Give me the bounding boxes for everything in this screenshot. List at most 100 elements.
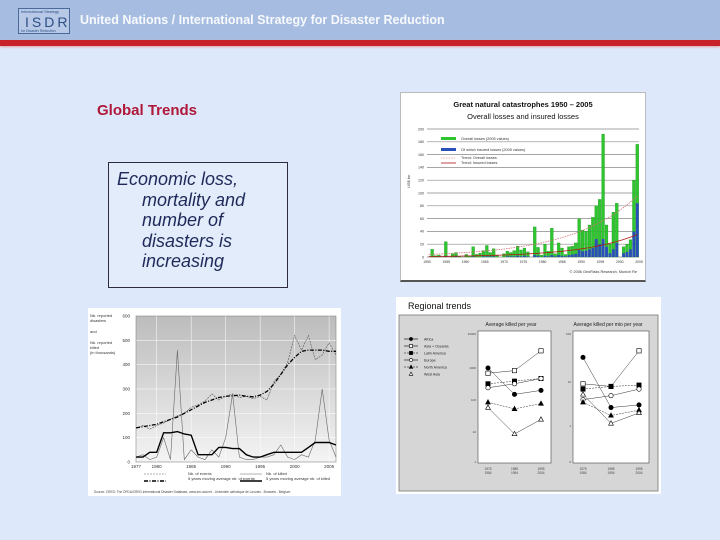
gridlines	[136, 316, 336, 462]
svg-text:80: 80	[420, 204, 424, 208]
svg-text:600: 600	[122, 314, 130, 319]
svg-text:1995: 1995	[597, 260, 605, 264]
svg-text:1995: 1995	[635, 467, 642, 471]
svg-text:120: 120	[418, 179, 424, 183]
callout-box: Economic loss, mortality and number of d…	[108, 162, 288, 288]
legend: Nb. of events 5 years moving average nb.…	[144, 471, 330, 482]
svg-text:140: 140	[418, 166, 424, 170]
callout-line: disasters is	[142, 230, 233, 251]
svg-text:Asia + Oceania: Asia + Oceania	[424, 344, 448, 348]
svg-text:1985: 1985	[186, 464, 197, 469]
chart-subtitle: Overall losses and insured losses	[467, 112, 579, 121]
accent-divider	[0, 40, 720, 46]
svg-text:10000: 10000	[468, 332, 477, 336]
disasters-killed-chart-svg: Nb. reported disasters and Nb. reported …	[90, 313, 337, 494]
svg-text:2000: 2000	[616, 260, 624, 264]
svg-text:200: 200	[122, 411, 130, 416]
callout-line: number of	[142, 210, 224, 230]
svg-text:200: 200	[418, 127, 424, 131]
panel-title: Average killed per year	[485, 322, 536, 328]
svg-text:1975: 1975	[579, 467, 586, 471]
svg-text:60: 60	[420, 217, 424, 221]
svg-text:1000: 1000	[469, 366, 476, 370]
callout-line: Economic loss,	[117, 169, 239, 189]
svg-text:1960: 1960	[462, 260, 470, 264]
disasters-killed-chart: Nb. reported disasters and Nb. reported …	[88, 308, 341, 496]
panel-2-series	[580, 348, 642, 426]
svg-text:2005: 2005	[324, 464, 335, 469]
svg-text:Europe: Europe	[424, 358, 436, 362]
svg-text:0: 0	[127, 460, 130, 465]
slide-title: Global Trends	[97, 102, 198, 119]
svg-text:1995: 1995	[537, 467, 544, 471]
x-ticks: 1977 1980 1985 1990 1995 2000 2005	[131, 464, 335, 469]
isdr-logo: International Strategy ISDR for Disaster…	[18, 8, 70, 34]
svg-text:1985: 1985	[511, 467, 518, 471]
svg-text:300: 300	[122, 387, 130, 392]
logo-top-text: International Strategy	[21, 9, 60, 14]
svg-text:1980: 1980	[152, 464, 163, 469]
svg-text:100: 100	[122, 435, 130, 440]
svg-text:1970: 1970	[500, 260, 508, 264]
header-bar: International Strategy ISDR for Disaster…	[0, 0, 720, 40]
svg-text:1994: 1994	[511, 471, 518, 475]
regional-trends-chart-svg: Regional trends Average killed per year …	[398, 301, 659, 492]
svg-text:1994: 1994	[607, 471, 614, 475]
svg-text:1: 1	[569, 424, 571, 428]
svg-text:400: 400	[122, 362, 130, 367]
svg-text:0: 0	[422, 255, 424, 259]
svg-text:180: 180	[418, 140, 424, 144]
svg-text:2004: 2004	[537, 471, 544, 475]
chart-title: Regional trends	[408, 301, 472, 311]
y-axis-label: Nb. reported	[90, 340, 112, 345]
y-ticks: 0 20 40 60 80 100 120 140 160 180 200	[418, 127, 424, 259]
regional-trends-chart: Regional trends Average killed per year …	[396, 297, 661, 494]
legend-item: Trend: Overall losses	[461, 156, 497, 160]
svg-text:2005: 2005	[635, 260, 643, 264]
series-lines	[135, 334, 337, 461]
svg-text:1985: 1985	[607, 467, 614, 471]
svg-text:20: 20	[420, 243, 424, 247]
svg-text:2000: 2000	[290, 464, 301, 469]
svg-text:1990: 1990	[577, 260, 585, 264]
panel-1-series	[485, 348, 544, 437]
legend-item: Of which insured losses (2005 values)	[461, 148, 526, 152]
chart-source: Source: CRED: The OFDA/CRED Internationa…	[94, 490, 291, 494]
logo-bottom-text: for Disaster Reduction	[21, 29, 56, 33]
svg-text:500: 500	[122, 338, 130, 343]
y-axis-label: US$ bn	[406, 175, 411, 188]
bars	[430, 133, 639, 258]
svg-text:1975: 1975	[520, 260, 528, 264]
svg-text:1995: 1995	[255, 464, 266, 469]
svg-text:1955: 1955	[442, 260, 450, 264]
legend: Overall losses (2005 values) Of which in…	[441, 137, 526, 165]
svg-text:100: 100	[566, 332, 571, 336]
y-ticks: 10000 1000 100 10 1 100 10 1 0	[468, 332, 572, 464]
svg-text:Africa: Africa	[424, 337, 433, 341]
y-axis-label: killed	[90, 345, 99, 350]
y-axis-label: Nb. reported	[90, 313, 112, 318]
svg-text:1984: 1984	[579, 471, 586, 475]
y-axis-label: disasters	[90, 318, 106, 323]
svg-text:1990: 1990	[221, 464, 232, 469]
y-ticks: 0 100 200 300 400 500 600	[122, 314, 130, 465]
callout-text: Economic loss, mortality and number of d…	[117, 169, 279, 272]
legend-item: Nb. of events	[188, 471, 212, 476]
svg-text:1965: 1965	[481, 260, 489, 264]
y-axis-label: and	[90, 329, 97, 334]
logo-main-text: ISDR	[25, 14, 71, 30]
svg-text:10: 10	[568, 380, 572, 384]
legend-item: Trend: Insured losses	[461, 161, 497, 165]
svg-text:100: 100	[471, 398, 476, 402]
legend-item: Nb. of killed	[266, 471, 287, 476]
svg-text:10: 10	[473, 430, 477, 434]
svg-text:0: 0	[569, 460, 571, 464]
svg-text:Latin America: Latin America	[424, 351, 446, 355]
svg-text:2004: 2004	[635, 471, 642, 475]
svg-text:1980: 1980	[539, 260, 547, 264]
svg-text:1950: 1950	[423, 260, 431, 264]
svg-text:160: 160	[418, 153, 424, 157]
svg-text:1975: 1975	[484, 467, 491, 471]
legend-item: 5 years moving average nb. of killed	[266, 476, 330, 481]
x-ticks: 1950 1955 1960 1965 1970 1975 1980 1985 1990 1995…	[423, 260, 643, 264]
